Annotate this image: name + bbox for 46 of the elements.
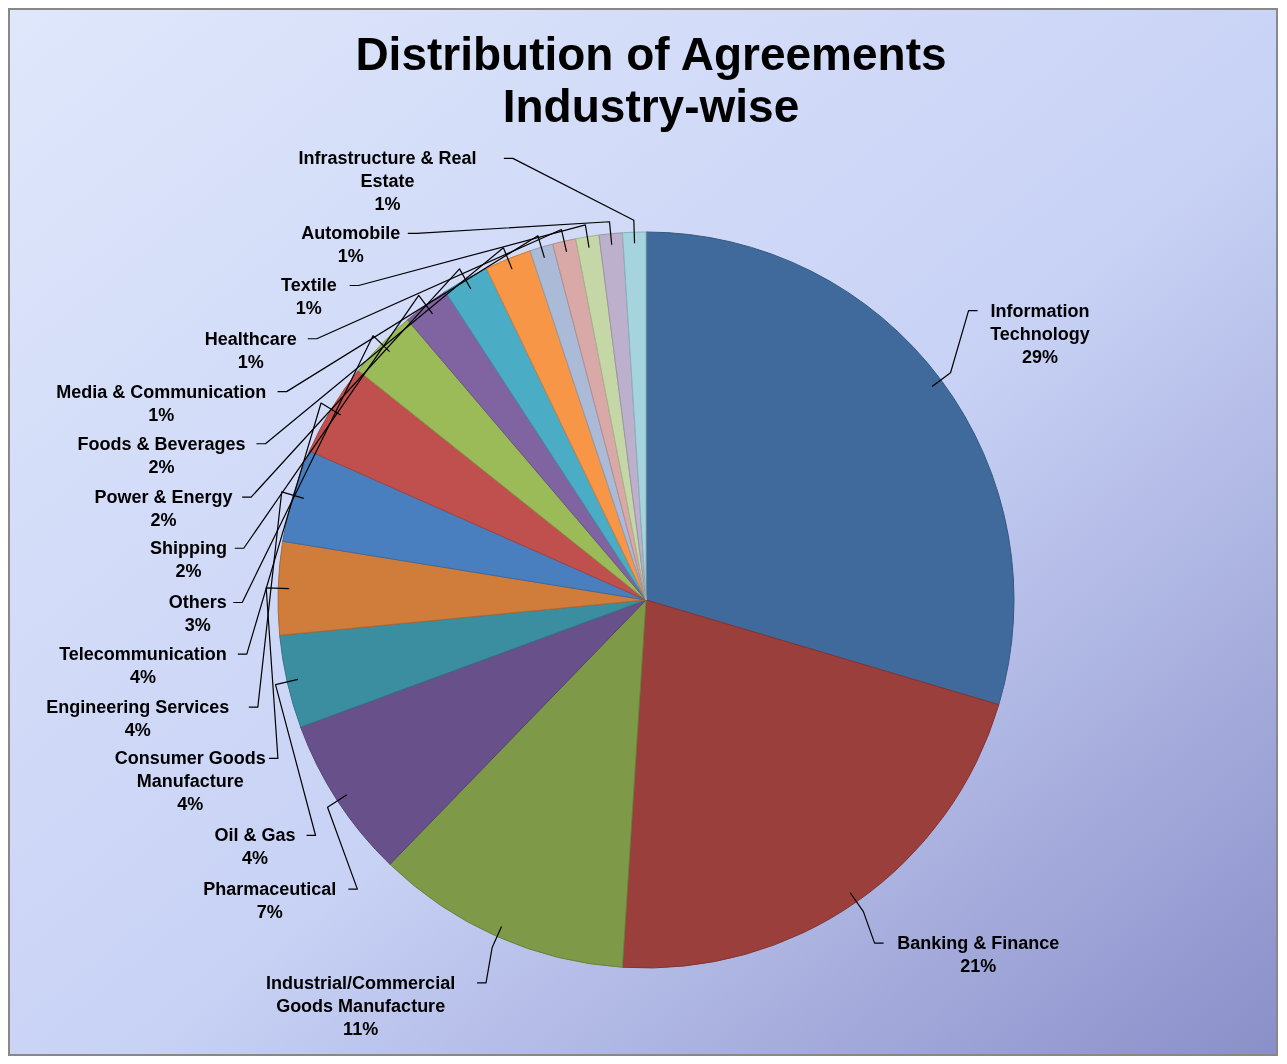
slice-label: Telecommunication — [59, 644, 227, 665]
pie-slice — [444, 267, 647, 601]
slice-label: Infrastructure & Real Estate — [298, 148, 477, 192]
data-label: 2% — [150, 510, 177, 531]
pie-slice — [277, 540, 647, 636]
data-label: 4% — [177, 794, 204, 815]
pie-slice — [309, 370, 647, 601]
data-label: 1% — [148, 404, 175, 425]
chart-title: Distribution of Agreements Industry-wise — [355, 28, 947, 132]
pie-slice — [406, 291, 647, 601]
pie-slice — [529, 243, 647, 601]
data-label: 29% — [1021, 346, 1058, 367]
pie-slice — [300, 599, 647, 865]
slice-label: Others — [168, 592, 227, 613]
data-label: 1% — [237, 351, 264, 372]
pie-slice — [282, 450, 647, 601]
data-label: 1% — [337, 246, 364, 267]
data-label: 3% — [184, 615, 211, 636]
data-label: 4% — [124, 720, 151, 741]
data-label: 7% — [256, 902, 283, 923]
slice-label: Media & Communication — [56, 381, 267, 402]
slice-label: Industrial/Commercial Goods Manufacture — [266, 972, 456, 1016]
slice-label: Textile — [281, 275, 337, 296]
data-label: 1% — [295, 298, 322, 319]
slice-label: Information Technology — [990, 300, 1090, 344]
slice-label: Shipping — [150, 538, 228, 559]
slice-label: Automobile — [301, 223, 401, 244]
pie-slice — [389, 599, 647, 968]
pie-slice — [621, 231, 647, 601]
slice-label: Banking & Finance — [897, 933, 1060, 954]
data-label: 11% — [343, 1018, 379, 1039]
pie-slice — [357, 319, 647, 601]
slice-label: Pharmaceutical — [203, 879, 337, 900]
slice-label: Oil & Gas — [214, 825, 296, 846]
data-label: 1% — [374, 194, 401, 215]
slice-label: Healthcare — [204, 328, 297, 349]
slice-label: Consumer Goods Manufacture — [114, 748, 266, 792]
slice-label: Engineering Services — [46, 697, 230, 718]
data-label: 2% — [148, 456, 175, 477]
data-label: 21% — [960, 956, 997, 977]
slice-label: Power & Energy — [94, 487, 233, 508]
pie-slice — [279, 599, 647, 728]
data-label: 4% — [129, 667, 157, 688]
slice-label: Foods & Beverages — [77, 433, 246, 454]
data-label: 4% — [241, 848, 268, 869]
data-label: 2% — [175, 561, 202, 582]
